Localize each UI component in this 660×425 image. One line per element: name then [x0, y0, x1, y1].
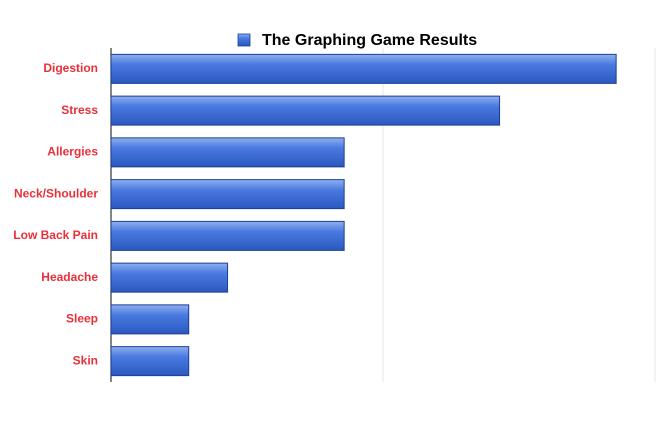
bar: [110, 262, 229, 293]
y-tick-label: Sleep: [66, 312, 98, 326]
y-tick-label: Headache: [41, 270, 98, 284]
y-tick-label: Allergies: [47, 145, 98, 159]
legend-swatch: [237, 33, 251, 47]
bar: [110, 137, 345, 168]
bar: [110, 95, 501, 126]
bar: [110, 304, 190, 335]
bar: [110, 53, 617, 84]
y-tick-label: Neck/Shoulder: [14, 186, 98, 200]
bar: [110, 346, 190, 377]
legend-label: The Graphing Game Results: [262, 32, 477, 49]
y-tick-label: Digestion: [43, 61, 98, 75]
bar: [110, 179, 345, 210]
bar: [110, 220, 345, 251]
y-tick-label: Skin: [73, 353, 98, 367]
y-tick-label: Stress: [61, 103, 98, 117]
y-tick-label: Low Back Pain: [13, 228, 98, 242]
